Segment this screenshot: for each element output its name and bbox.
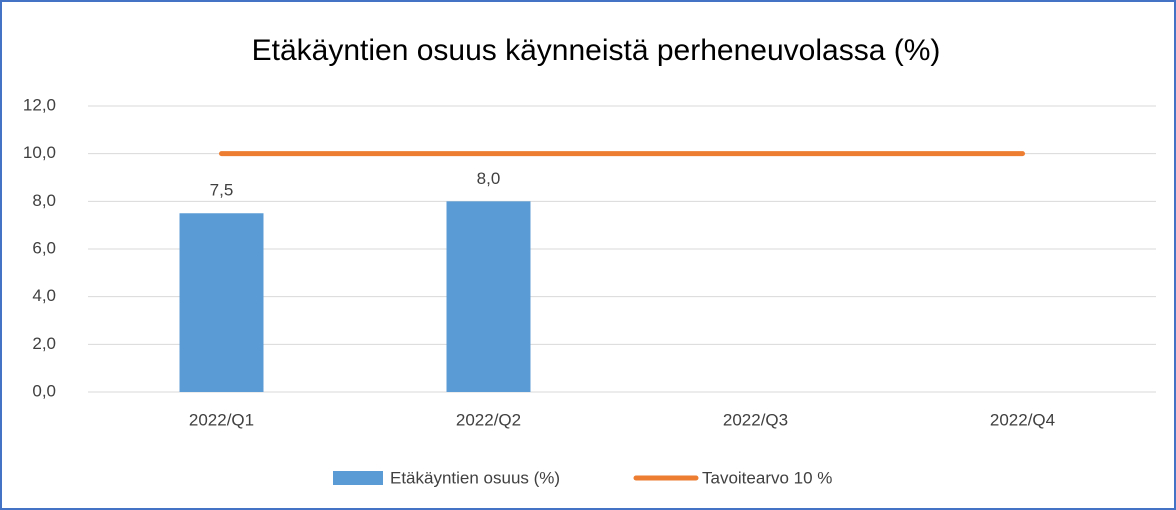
y-tick-label: 8,0 xyxy=(32,191,56,210)
data-label: 7,5 xyxy=(210,181,234,200)
x-tick-label: 2022/Q1 xyxy=(189,410,254,429)
data-label: 8,0 xyxy=(477,169,501,188)
legend-label: Tavoitearvo 10 % xyxy=(702,468,832,487)
bar xyxy=(446,201,531,392)
y-tick-label: 12,0 xyxy=(23,95,56,114)
y-tick-label: 2,0 xyxy=(32,334,56,353)
x-tick-label: 2022/Q4 xyxy=(990,410,1055,429)
y-tick-label: 0,0 xyxy=(32,381,56,400)
chart-title: Etäkäyntien osuus käynneistä perheneuvol… xyxy=(252,34,941,67)
bar xyxy=(179,213,264,392)
x-tick-label: 2022/Q2 xyxy=(456,410,521,429)
x-tick-label: 2022/Q3 xyxy=(723,410,788,429)
y-tick-label: 10,0 xyxy=(23,143,56,162)
y-tick-label: 6,0 xyxy=(32,238,56,257)
legend-swatch xyxy=(333,471,383,485)
legend-label: Etäkäyntien osuus (%) xyxy=(390,468,560,487)
y-tick-label: 4,0 xyxy=(32,286,56,305)
